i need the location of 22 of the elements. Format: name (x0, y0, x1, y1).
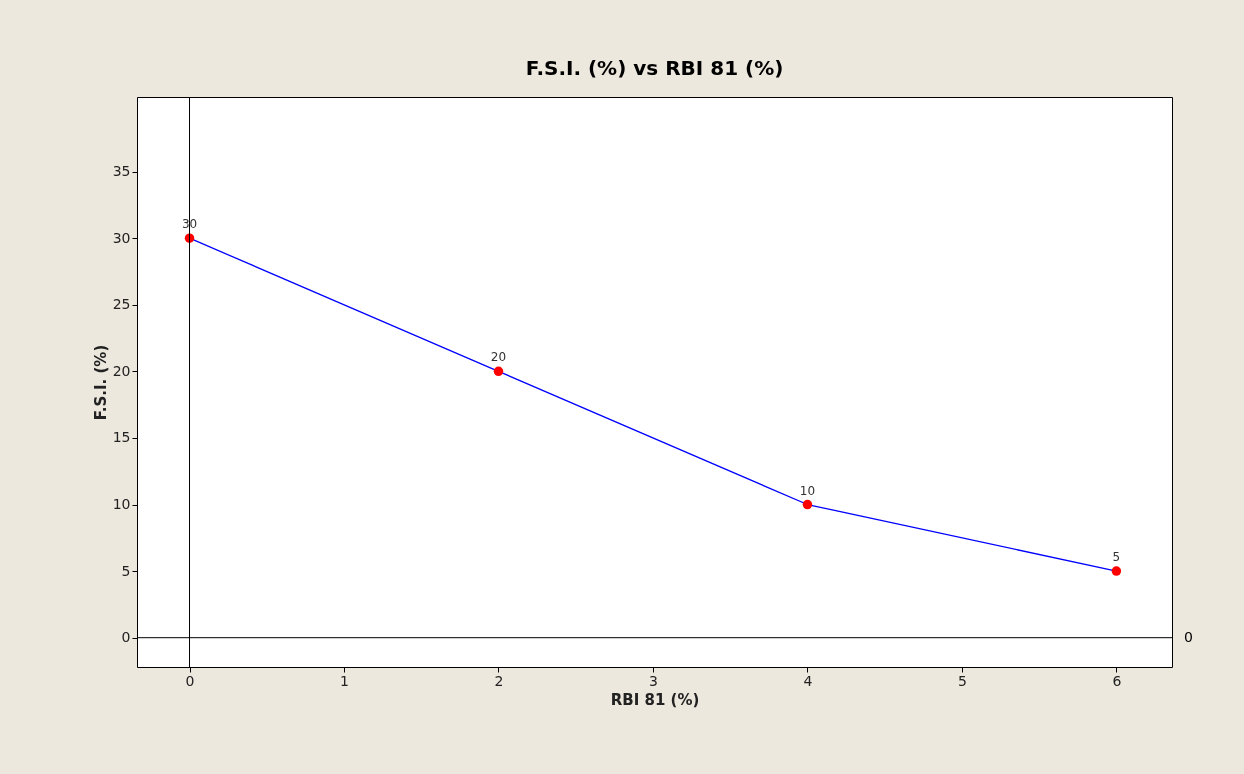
x-tick-label: 0 (185, 672, 195, 689)
data-label: 20 (490, 350, 507, 365)
y-tick-label: 25 (112, 296, 131, 313)
x-tick-label: 3 (648, 672, 658, 689)
y-tick-label: 30 (112, 229, 131, 246)
y-tick-label: 0 (121, 629, 131, 646)
x-tick-label: 4 (803, 672, 813, 689)
y-axis-title: F.S.I. (%) (91, 344, 110, 421)
y-tick-label: 35 (112, 163, 131, 180)
chart-title: F.S.I. (%) vs RBI 81 (%) (525, 55, 784, 80)
ref-line-label: 0 (1184, 628, 1193, 645)
y-tick-label: 5 (121, 562, 131, 579)
data-label: 10 (799, 483, 816, 498)
x-tick-label: 2 (494, 672, 504, 689)
x-tick-label: 6 (1112, 672, 1122, 689)
x-axis-title: RBI 81 (%) (610, 690, 700, 709)
y-tick-label: 20 (112, 362, 131, 379)
data-label: 5 (1112, 550, 1121, 565)
x-tick-label: 5 (957, 672, 967, 689)
y-tick-label: 15 (112, 429, 131, 446)
y-tick-label: 10 (112, 496, 131, 513)
x-tick-label: 1 (340, 672, 349, 689)
